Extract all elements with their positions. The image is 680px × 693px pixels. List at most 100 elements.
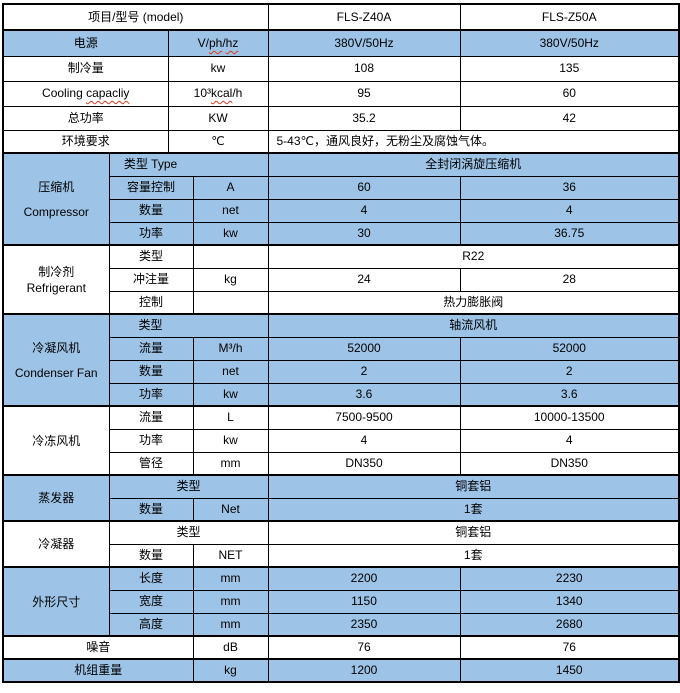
capacity-control-value-2: 36	[459, 175, 680, 200]
row-condenser-quantity: 数量 NET 1套	[3, 543, 680, 568]
cooling-kcal-value-2: 60	[459, 80, 680, 107]
condenser-fan-power-value-1: 3.6	[267, 382, 461, 407]
weight-unit: kg	[192, 658, 269, 683]
capacity-control-label: 容量控制	[108, 175, 194, 200]
freezer-fan-flow-label: 流量	[108, 405, 194, 430]
weight-value-2: 1450	[459, 658, 680, 683]
row-cooling-kcal: Cooling capacliy 10³kcal/h 95 60	[2, 80, 680, 107]
compressor-section-label: 压缩机 Compressor	[2, 152, 110, 246]
row-freezer-fan-pipe: 管径 mm DN350 DN350	[3, 451, 680, 476]
cooling-kcal-unit-seg0: 10³	[193, 86, 211, 100]
model-header-col1: FLS-Z40A	[267, 3, 461, 31]
condenser-quantity-label: 数量	[108, 543, 194, 568]
dimensions-section-label: 外形尺寸	[2, 566, 110, 637]
compressor-power-value-1: 30	[267, 221, 461, 246]
condenser-type-value: 铜套铝	[267, 520, 680, 545]
power-label: 电源	[2, 29, 169, 57]
power-value-1: 380V/50Hz	[267, 29, 461, 57]
cooling-kcal-unit-seg2: /h	[232, 86, 243, 100]
refrigerant-type-value: R22	[267, 244, 680, 269]
refrigerant-charge-value-1: 24	[267, 267, 461, 292]
condenser-type-label: 类型	[108, 520, 269, 545]
cooling-kcal-label-seg1: capacliy	[86, 86, 130, 100]
freezer-fan-section-label: 冷冻风机	[2, 405, 110, 476]
dimensions-label-cn: 外形尺寸	[32, 594, 81, 609]
condenser-fan-quantity-value-1: 2	[267, 359, 461, 384]
power-unit-seg1: ph	[208, 35, 223, 50]
cooling-kcal-unit-seg1: kcal	[210, 86, 233, 100]
condenser-fan-label-en: Condenser Fan	[14, 365, 98, 380]
dimension-height-value-1: 2350	[267, 612, 461, 637]
row-freezer-fan-power: 功率 kw 4 4	[3, 428, 680, 453]
evaporator-quantity-label: 数量	[108, 497, 194, 522]
freezer-fan-pipe-value-1: DN350	[267, 451, 461, 476]
power-unit-seg2: /	[222, 35, 226, 50]
power-unit-seg0: V/	[197, 35, 209, 50]
evaporator-label-cn: 蒸发器	[38, 491, 75, 505]
row-condenser-fan-flow: 流量 M³/h 52000 52000	[3, 336, 680, 361]
condenser-label-cn: 冷凝器	[38, 537, 75, 551]
refrigerant-control-label: 控制	[108, 290, 194, 315]
compressor-power-label: 功率	[108, 221, 194, 246]
condenser-quantity-unit: NET	[192, 543, 269, 568]
compressor-type-value: 全封闭涡旋压缩机	[267, 152, 680, 177]
freezer-fan-pipe-value-2: DN350	[459, 451, 680, 476]
dimension-width-value-1: 1150	[267, 589, 461, 614]
condenser-fan-quantity-unit: net	[192, 359, 269, 384]
noise-value-2: 76	[459, 635, 680, 660]
row-cooling-kw: 制冷量 kw 108 135	[2, 55, 680, 82]
cooling-kw-label: 制冷量	[2, 55, 169, 82]
refrigerant-control-unit	[192, 290, 269, 315]
freezer-fan-flow-value-2: 10000-13500	[459, 405, 680, 430]
row-weight: 机组重量 kg 1200 1450	[2, 658, 680, 683]
cooling-kcal-label-seg0: Cooling	[42, 86, 87, 100]
evaporator-type-label: 类型	[108, 474, 269, 499]
row-refrigerant-charge: 冲注量 kg 24 28	[3, 267, 680, 292]
row-condenser-fan-type: 冷凝风机 Condenser Fan 类型 轴流风机	[2, 313, 680, 407]
evaporator-type-value: 铜套铝	[267, 474, 680, 499]
refrigerant-label-en: Refrigerant	[26, 280, 86, 295]
row-environment: 环境要求 ℃ 5-43℃，通风良好，无粉尘及腐蚀气体。	[2, 129, 680, 154]
compressor-power-unit: kw	[192, 221, 269, 246]
condenser-fan-flow-label: 流量	[108, 336, 194, 361]
noise-label: 噪音	[2, 635, 194, 660]
total-power-unit: KW	[167, 105, 269, 131]
dimension-width-value-2: 1340	[459, 589, 680, 614]
cooling-kw-unit: kw	[167, 55, 269, 82]
refrigerant-charge-label: 冲注量	[108, 267, 194, 292]
row-dimension-length: 外形尺寸 长度 mm 2200 2230	[2, 566, 680, 637]
environment-value: 5-43℃，通风良好，无粉尘及腐蚀气体。	[267, 129, 680, 154]
condenser-section-label: 冷凝器	[2, 520, 110, 568]
dimension-length-value-2: 2230	[459, 566, 680, 591]
total-power-value-2: 42	[459, 105, 680, 131]
condenser-fan-flow-value-2: 52000	[459, 336, 680, 361]
condenser-fan-type-value: 轴流风机	[267, 313, 680, 338]
condenser-fan-flow-value-1: 52000	[267, 336, 461, 361]
environment-unit: ℃	[167, 129, 269, 154]
dimension-width-unit: mm	[192, 589, 269, 614]
dimension-width-label: 宽度	[108, 589, 194, 614]
row-total-power: 总功率 KW 35.2 42	[2, 105, 680, 131]
freezer-fan-power-label: 功率	[108, 428, 194, 453]
condenser-fan-flow-unit: M³/h	[192, 336, 269, 361]
freezer-fan-pipe-label: 管径	[108, 451, 194, 476]
cooling-kcal-label: Cooling capacliy	[2, 80, 169, 107]
freezer-fan-flow-unit: L	[192, 405, 269, 430]
compressor-label-cn: 压缩机	[38, 179, 75, 194]
model-header-label: 项目/型号 (model)	[2, 3, 269, 31]
refrigerant-charge-value-2: 28	[459, 267, 680, 292]
refrigerant-type-label: 类型	[108, 244, 194, 269]
weight-label: 机组重量	[2, 658, 194, 683]
freezer-fan-power-value-2: 4	[459, 428, 680, 453]
cooling-kcal-unit: 10³kcal/h	[167, 80, 269, 107]
row-evaporator-type: 蒸发器 类型 铜套铝	[2, 474, 680, 522]
row-freezer-fan-flow: 冷冻风机 流量 L 7500-9500 10000-13500	[2, 405, 680, 476]
compressor-quantity-label: 数量	[108, 198, 194, 223]
evaporator-quantity-unit: Net	[192, 497, 269, 522]
weight-value-1: 1200	[267, 658, 461, 683]
dimension-length-value-1: 2200	[267, 566, 461, 591]
compressor-power-value-2: 36.75	[459, 221, 680, 246]
power-unit: V/ph/hz	[167, 29, 269, 57]
evaporator-quantity-value: 1套	[267, 497, 680, 522]
refrigerant-label-cn: 制冷剂	[38, 264, 75, 279]
